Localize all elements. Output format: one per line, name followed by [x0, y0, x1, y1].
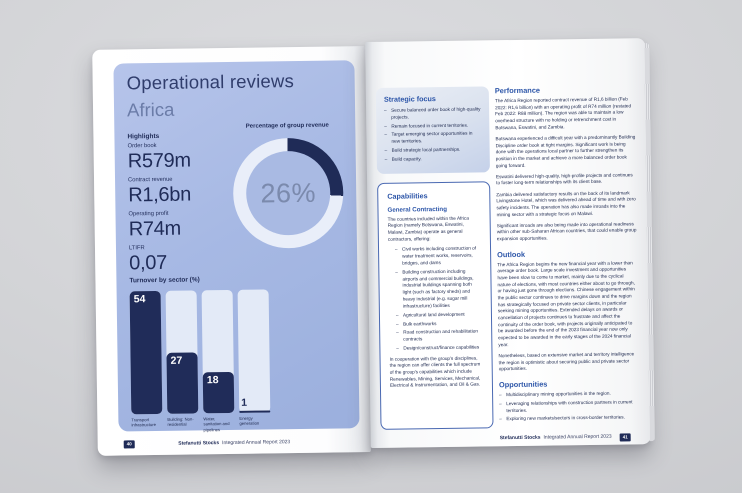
- capabilities-title: Capabilities: [387, 190, 428, 201]
- right-page: Strategic focus Secure balanced order bo…: [365, 38, 651, 449]
- metric-value: R74m: [128, 217, 182, 241]
- list-item: Remain focused in current territories.: [384, 122, 481, 130]
- capabilities-outro: In cooperation with the group's discipli…: [389, 355, 481, 389]
- list-item: Target emerging sector opportunities in …: [384, 131, 481, 146]
- performance-title: Performance: [494, 85, 541, 96]
- donut-chart-title: Percentage of group revenue: [245, 122, 329, 130]
- bar-value: 27: [170, 354, 183, 367]
- list-item: Road construction and rehabilitation con…: [396, 329, 482, 344]
- page-title: Operational reviews: [126, 70, 295, 94]
- bar-fill: 18: [202, 371, 235, 414]
- list-item: Build strategic local partnerships.: [385, 147, 482, 155]
- region-subtitle: Africa: [126, 98, 175, 121]
- metric-contract-revenue: Contract revenue R1,6bn: [128, 176, 223, 211]
- list-item: Civil works including construction of wa…: [395, 246, 481, 268]
- outlook-paragraph: Nonetheless, based on extensive market a…: [498, 351, 635, 372]
- bar-value: 1: [241, 396, 248, 409]
- bar-chart: 54 27 18 1: [129, 288, 350, 415]
- bar-category: Energy generation: [239, 415, 260, 427]
- bar-category: Transport infrastructure: [131, 417, 156, 428]
- bar-fill: 27: [166, 351, 199, 414]
- bar-category: Building: Non-residential: [167, 416, 194, 428]
- metric-order-book: Order book R579m: [128, 142, 223, 177]
- list-item: Leveraging relationships with constructi…: [499, 399, 639, 415]
- report-title: Integrated Annual Report 2023: [543, 433, 612, 441]
- list-item: Secure balanced order book of high-quali…: [384, 106, 481, 121]
- metric-value: R1,6bn: [128, 183, 192, 207]
- list-item: Agricultural land development: [396, 311, 482, 319]
- metric-operating-profit: Operating profit R74m: [128, 210, 223, 245]
- bar-value: 54: [133, 293, 146, 306]
- book-spread: Operational reviews Africa Highlights Or…: [92, 38, 651, 456]
- list-item: Bulk earthworks: [396, 320, 482, 328]
- metric-value: 0,07: [129, 251, 168, 275]
- africa-overview-panel: Operational reviews Africa Highlights Or…: [113, 60, 360, 433]
- brand-name: Stefanutti Stocks: [499, 434, 541, 442]
- bar-category: Water, sanitation and pipelines: [203, 416, 230, 433]
- performance-paragraph: The Africa Region reported contract reve…: [494, 96, 632, 130]
- strategic-focus-box: Strategic focus Secure balanced order bo…: [375, 86, 490, 174]
- brand-name: Stefanutti Stocks: [178, 440, 220, 447]
- bar-value: 18: [206, 374, 219, 387]
- bar-fill: 1: [239, 396, 271, 413]
- footer-right: Stefanutti Stocks Integrated Annual Repor…: [500, 434, 612, 442]
- highlights-label: Highlights: [127, 132, 160, 141]
- bar-column: 18: [201, 289, 235, 414]
- outlook-paragraph: The Africa Region begins the new financi…: [497, 260, 635, 348]
- bar-fill: 54: [129, 290, 163, 415]
- right-page-left-column: Strategic focus Secure balanced order bo…: [375, 86, 494, 430]
- list-item: Build capacity.: [385, 155, 482, 163]
- metric-ltifr: LTIFR 0,07: [129, 244, 224, 279]
- list-item: Multidisciplinary mining opportunities i…: [499, 390, 639, 399]
- list-item: Building construction including airports…: [395, 268, 482, 310]
- metric-value: R579m: [127, 149, 191, 173]
- capabilities-box: Capabilities General Contracting The cou…: [377, 181, 494, 430]
- left-page: Operational reviews Africa Highlights Or…: [92, 46, 371, 456]
- donut-center-value: 26%: [260, 177, 317, 209]
- general-contracting-subtitle: General Contracting: [387, 205, 448, 214]
- page-number: 41: [619, 433, 631, 442]
- right-page-right-column: Performance The Africa Region reported c…: [495, 84, 640, 425]
- opportunities-list: Multidisciplinary mining opportunities i…: [499, 390, 639, 423]
- performance-paragraph: Eswatini delivered high-quality, high-pr…: [495, 172, 633, 186]
- performance-paragraph: Botswana experienced a difficult year wi…: [495, 134, 636, 168]
- strategic-focus-title: Strategic focus: [383, 94, 436, 104]
- capabilities-list: Civil works including construction of wa…: [395, 246, 482, 353]
- bar-category-labels: Transport infrastructure Building: Non-r…: [131, 414, 349, 433]
- performance-paragraph: Significant inroads are also being made …: [496, 221, 637, 242]
- bar-column: 54: [129, 290, 163, 415]
- list-item: Design/construct/finance capabilities: [396, 344, 482, 352]
- opportunities-title: Opportunities: [498, 379, 548, 390]
- group-revenue-chart: Percentage of group revenue 26%: [224, 122, 352, 249]
- list-item: Exploring new markets/sectors in cross-b…: [499, 415, 639, 424]
- group-revenue-donut: 26%: [232, 137, 345, 249]
- outlook-title: Outlook: [497, 249, 526, 260]
- highlight-metrics: Order book R579m Contract revenue R1,6bn…: [128, 142, 225, 279]
- report-title: Integrated Annual Report 2023: [222, 439, 291, 447]
- bar-column: 27: [165, 290, 199, 414]
- strategic-focus-list: Secure balanced order book of high-quali…: [384, 106, 482, 163]
- footer-left: Stefanutti Stocks Integrated Annual Repor…: [98, 438, 371, 448]
- capabilities-intro: The countries included within the Africa…: [387, 215, 469, 242]
- bar-column: 1: [237, 289, 271, 413]
- turnover-by-sector-chart: Turnover by sector (%) 54 27 18 1: [129, 274, 349, 433]
- performance-paragraph: Zambia delivered satisfactory results on…: [496, 189, 636, 217]
